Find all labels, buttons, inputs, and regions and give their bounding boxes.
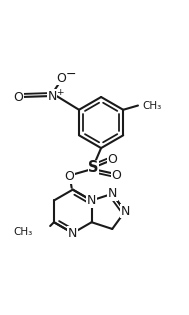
Text: N: N — [120, 205, 130, 218]
Text: +: + — [56, 88, 64, 97]
Text: O: O — [57, 72, 66, 85]
Text: S: S — [88, 160, 99, 175]
Text: N: N — [47, 89, 57, 103]
Text: CH₃: CH₃ — [14, 227, 33, 237]
Text: CH₃: CH₃ — [143, 100, 162, 111]
Text: N: N — [68, 226, 77, 240]
Text: −: − — [65, 68, 76, 81]
Text: O: O — [108, 153, 117, 166]
Text: O: O — [64, 170, 74, 183]
Text: O: O — [111, 169, 121, 182]
Text: N: N — [87, 194, 96, 207]
Text: O: O — [13, 90, 23, 104]
Text: N: N — [108, 187, 117, 200]
